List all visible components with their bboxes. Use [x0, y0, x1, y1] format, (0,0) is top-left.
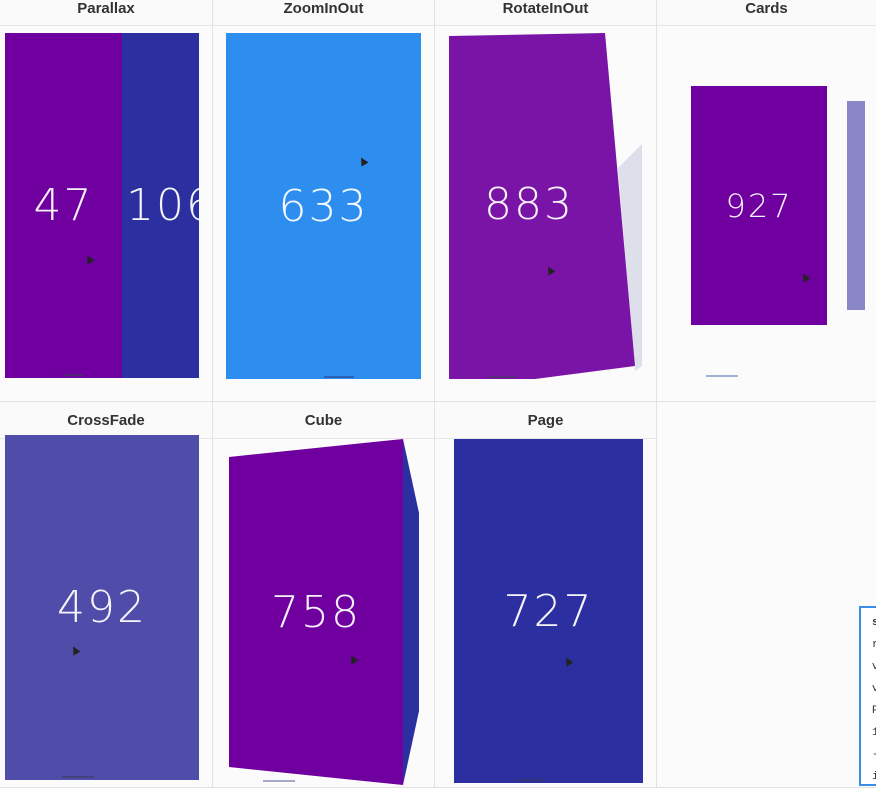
- popup-line: i: [872, 766, 876, 784]
- demo-cell-crossfade: CrossFade 492: [0, 402, 213, 788]
- viewpager-cube[interactable]: 758: [213, 439, 434, 787]
- demo-title-zoominout: ZoomInOut: [213, 0, 434, 26]
- page-indicator: [263, 780, 295, 782]
- viewpager-crossfade[interactable]: 492: [5, 435, 199, 780]
- page-883: 883: [449, 26, 624, 382]
- viewpager-rotateinout[interactable]: 883: [435, 26, 656, 401]
- popup-line: r: [872, 634, 876, 656]
- page-indicator: [514, 779, 544, 781]
- page-number: 47: [33, 180, 94, 231]
- page-633: 633: [226, 33, 421, 379]
- page-883-shape: [449, 33, 635, 379]
- page-indicator: [62, 776, 94, 778]
- page-number: 727: [503, 585, 594, 637]
- page-number: 927: [725, 186, 793, 225]
- rotate-pages-svg: [449, 33, 642, 379]
- demo-cell-parallax: Parallax 47 106: [0, 0, 213, 402]
- viewpager-cards[interactable]: 927: [657, 26, 876, 401]
- cube-face-side: [403, 439, 419, 785]
- page-indicator: [706, 375, 738, 377]
- popup-line: s: [872, 612, 876, 634]
- viewpager-page[interactable]: 727: [454, 439, 643, 783]
- demo-title-crossfade: CrossFade: [0, 402, 212, 439]
- page-106: 106: [122, 33, 199, 378]
- popup-line: 1: [872, 722, 876, 744]
- demo-title-cards: Cards: [657, 0, 876, 26]
- page-number: 106: [126, 180, 199, 231]
- page-indicator: [487, 376, 517, 378]
- demo-cell-cards: Cards 927: [657, 0, 876, 402]
- viewpager-zoominout[interactable]: 633: [226, 33, 421, 379]
- demo-title-rotateinout: RotateInOut: [435, 0, 656, 26]
- demo-title-cube: Cube: [213, 402, 434, 439]
- demo-cell-cube: Cube 758: [213, 402, 435, 788]
- cube-faces-svg: [229, 439, 419, 785]
- popup-line: -: [872, 744, 876, 766]
- side-popup-panel[interactable]: s r v v P 1 - i: [859, 606, 876, 786]
- page-492: 492: [5, 435, 199, 780]
- page-number: 758: [271, 586, 361, 638]
- page-number: 633: [278, 180, 369, 232]
- page-727: 727: [454, 439, 643, 783]
- demo-cell-empty: [657, 402, 876, 788]
- demo-title-page: Page: [435, 402, 656, 439]
- page-758: 758: [229, 439, 403, 785]
- page-indicator: [324, 376, 354, 378]
- page-number: 883: [484, 178, 574, 230]
- page-number: 492: [57, 582, 147, 633]
- demo-title-parallax: Parallax: [0, 0, 212, 26]
- popup-line: v: [872, 678, 876, 700]
- next-card-edge: [847, 101, 865, 310]
- popup-line: v: [872, 656, 876, 678]
- cube-face-front: [229, 439, 403, 785]
- page-47: 47: [5, 33, 122, 378]
- popup-line: P: [872, 700, 876, 722]
- demo-cell-zoominout: ZoomInOut 633: [213, 0, 435, 402]
- page-927: 927: [691, 86, 827, 325]
- demo-cell-page: Page 727: [435, 402, 657, 788]
- next-page-edge: [618, 144, 642, 371]
- page-indicator: [63, 374, 83, 376]
- viewpager-parallax[interactable]: 47 106: [5, 33, 199, 378]
- demo-cell-rotateinout: RotateInOut 883: [435, 0, 657, 402]
